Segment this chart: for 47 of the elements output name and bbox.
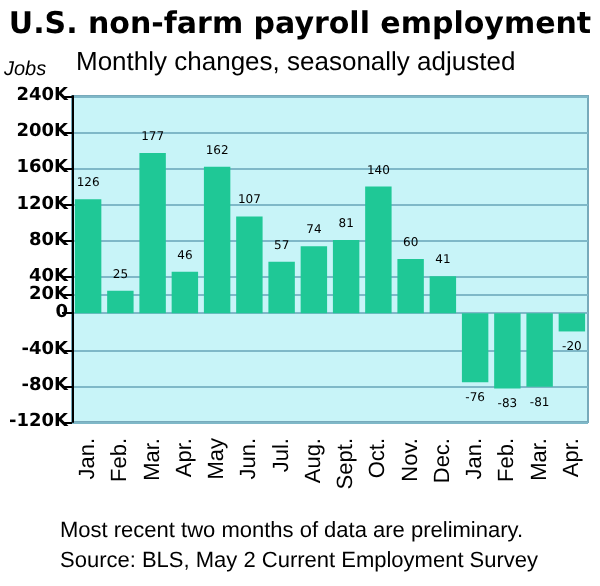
bar (236, 216, 263, 314)
bar (526, 313, 553, 387)
y-tick-label: 240K (16, 86, 71, 106)
x-tick-label: Nov. (398, 438, 423, 482)
y-tick-label: 80K (29, 230, 71, 251)
bar (300, 246, 328, 314)
x-tick-label: May (205, 437, 230, 480)
x-tick-label: Jan. (76, 438, 101, 480)
x-tick-label: Feb. (495, 438, 520, 483)
x-tick-label: Feb. (108, 438, 133, 483)
chart-title: U.S. non-farm payroll employment (8, 5, 592, 41)
text: Most recent two months of data are preliminary. (60, 519, 524, 543)
x-tick-label: Aug. (301, 438, 326, 484)
y-tick-label: 20K (29, 285, 71, 306)
bar (429, 276, 457, 314)
x-tick-label: Oct. (366, 438, 391, 479)
bar (397, 259, 424, 314)
bar (107, 290, 134, 314)
bar (139, 153, 166, 314)
x-tick-label: Mar. (140, 438, 165, 481)
bar (74, 199, 102, 314)
y-tick-label: 160K (16, 158, 71, 179)
chart-subtitle: Monthly changes, seasonally adjusted (76, 46, 516, 76)
y-tick-label: -40K (21, 339, 71, 360)
y-axis-title: Jobs (2, 59, 47, 81)
bar (332, 239, 360, 314)
bar (494, 313, 521, 389)
source-note: Source: BLS, May 2 Current Employment Survey (60, 549, 540, 573)
y-tick-label: -80K (21, 375, 71, 396)
y-tick-label: 200K (16, 122, 71, 143)
x-tick-label: Dec. (430, 438, 455, 484)
bar (461, 313, 489, 383)
y-tick-label: 120K (16, 194, 71, 215)
bar (268, 261, 295, 314)
x-tick-label: Sept. (334, 438, 359, 490)
y-tick-label: 40K (29, 267, 71, 288)
bar (365, 186, 392, 314)
bar (203, 166, 231, 314)
x-tick-label: Apr. (559, 438, 584, 478)
x-tick-label: Apr. (172, 438, 197, 478)
x-tick-label: Jan. (463, 438, 488, 480)
y-tick-label: -120K (9, 412, 71, 432)
bar (558, 313, 586, 332)
x-tick-label: Jul. (269, 438, 294, 473)
x-tick-label: Jun. (237, 438, 262, 480)
x-tick-label: Mar. (527, 438, 552, 481)
bar (171, 271, 199, 314)
